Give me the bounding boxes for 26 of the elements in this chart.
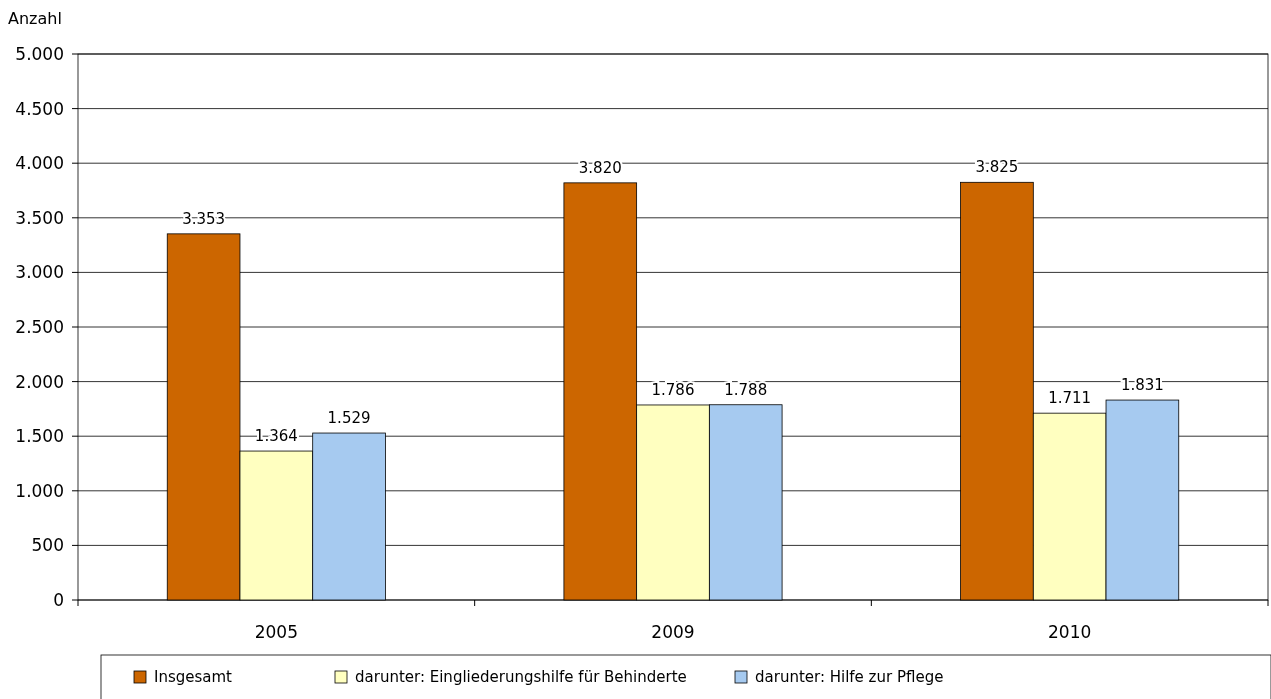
y-tick-label: 3.500 [15, 207, 64, 228]
data-label: 1.364 [254, 427, 298, 446]
y-tick-label: 4.000 [15, 153, 64, 174]
legend-label: Insgesamt [154, 668, 233, 686]
legend-label: darunter: Hilfe zur Pflege [755, 668, 944, 686]
data-label: 1.786 [651, 380, 695, 399]
y-tick-label: 500 [31, 535, 64, 556]
legend-label: darunter: Eingliederungshilfe für Behinderte [355, 668, 687, 686]
x-tick-label: 2010 [1048, 622, 1092, 642]
data-label: 1.529 [327, 409, 371, 428]
y-tick-label: 4.500 [15, 98, 64, 119]
x-tick-label: 2009 [651, 622, 695, 642]
y-tick-label: 0 [53, 589, 64, 610]
y-tick-label: 2.000 [15, 371, 64, 392]
data-label: 3.820 [578, 158, 622, 177]
y-tick-label: 3.000 [15, 262, 64, 283]
data-label: 1.711 [1048, 389, 1092, 408]
y-tick-label: 1.500 [15, 426, 64, 447]
y-tick-label: 1.000 [15, 480, 64, 501]
x-tick-label: 2005 [254, 622, 298, 642]
y-axis-title: Anzahl [8, 9, 62, 28]
data-label: 1.831 [1120, 376, 1164, 395]
data-label: 3.825 [975, 158, 1019, 177]
y-tick-label: 5.000 [15, 43, 64, 64]
data-label: 1.788 [724, 380, 768, 399]
y-tick-label: 2.500 [15, 316, 64, 337]
